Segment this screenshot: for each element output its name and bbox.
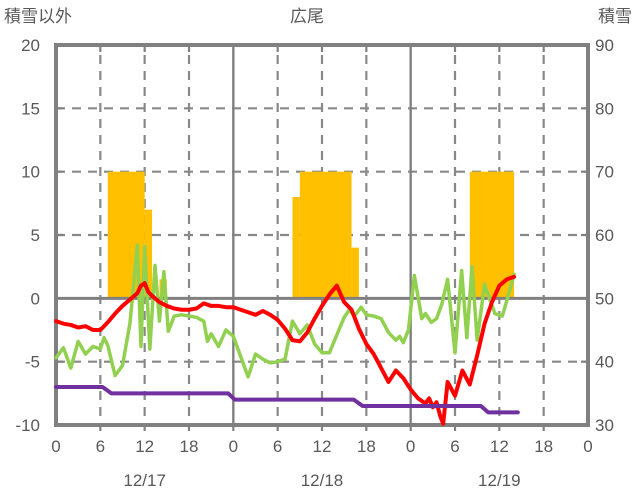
x-axis-hour-label: 0 [406, 437, 415, 456]
x-axis-hour-label: 18 [534, 437, 553, 456]
right-axis-tick-label: 50 [595, 289, 614, 308]
red-line-series [54, 274, 517, 426]
x-axis-hour-label: 6 [450, 437, 459, 456]
x-axis-hour-label: 6 [273, 437, 282, 456]
date-label: 12/17 [123, 471, 166, 490]
right-axis-tick-label: 60 [595, 226, 614, 245]
left-axis-title: 積雪以外 [4, 7, 72, 26]
right-axis-tick-label: 40 [595, 353, 614, 372]
left-axis-tick-label: 0 [31, 289, 40, 308]
right-axis-tick-label: 90 [595, 36, 614, 55]
left-axis-tick-label: -5 [25, 353, 40, 372]
right-axis-tick-label: 70 [595, 163, 614, 182]
left-axis-tick-label: 20 [21, 36, 40, 55]
chart-title: 広尾 [290, 7, 324, 26]
x-axis-hour-label: 12 [313, 437, 332, 456]
x-axis-hour-label: 18 [357, 437, 376, 456]
purple-line-series [54, 385, 520, 415]
x-axis-hour-label: 0 [51, 437, 60, 456]
left-axis-tick-label: -10 [15, 416, 40, 435]
right-axis-tick-label: 30 [595, 416, 614, 435]
x-axis-hour-label: 18 [180, 437, 199, 456]
right-axis-title: 積雪 [598, 7, 632, 26]
green-line-series [54, 243, 516, 379]
date-label: 12/18 [301, 471, 344, 490]
x-axis-hour-label: 12 [135, 437, 154, 456]
x-axis-hour-label: 12 [490, 437, 509, 456]
x-axis-hour-label: 0 [229, 437, 238, 456]
sunshine-bar [292, 197, 300, 299]
date-label: 12/19 [478, 471, 521, 490]
left-axis-tick-label: 10 [21, 163, 40, 182]
right-axis-tick-label: 80 [595, 99, 614, 118]
left-axis-tick-label: 5 [31, 226, 40, 245]
sunshine-bar [351, 247, 359, 299]
sunshine-bar [144, 209, 153, 299]
left-axis-tick-label: 15 [21, 99, 40, 118]
x-axis-hour-label: 6 [96, 437, 105, 456]
x-axis-hour-label: 0 [583, 437, 592, 456]
sunshine-bar [299, 171, 352, 299]
